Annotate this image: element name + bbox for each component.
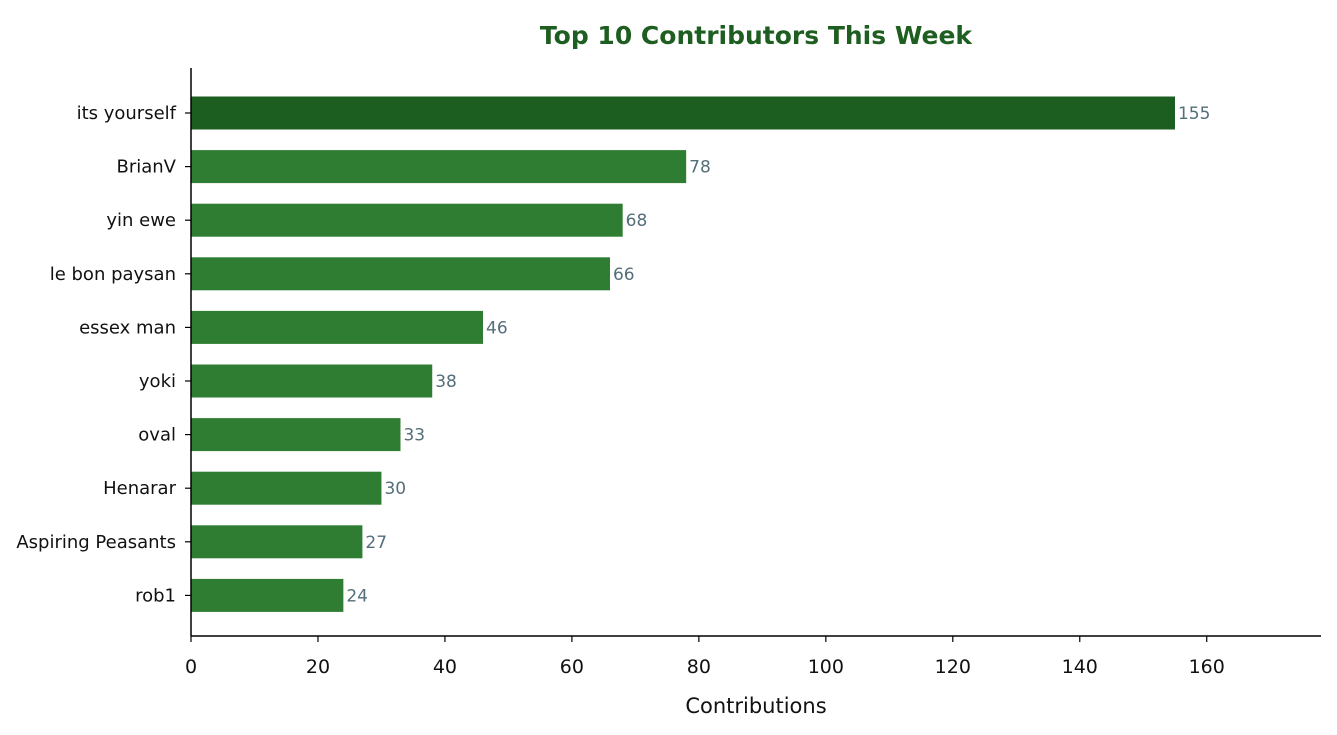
bar-0 [191,96,1175,130]
bar-9 [191,578,344,612]
bar-value-label-4: 46 [486,318,508,338]
category-label-6: oval [138,425,176,446]
category-label-4: essex man [79,317,176,338]
x-tick-label-3: 60 [560,656,584,678]
category-label-5: yoki [139,371,176,392]
bar-value-label-7: 30 [384,479,406,499]
category-label-9: rob1 [135,585,176,606]
category-label-0: its yourself [77,103,177,124]
bar-value-label-1: 78 [689,158,711,178]
x-tick-label-7: 140 [1062,656,1098,678]
x-tick-label-5: 100 [808,656,844,678]
bar-5 [191,364,433,398]
category-label-1: BrianV [116,157,176,178]
x-tick-label-6: 120 [935,656,971,678]
x-tick-label-4: 80 [687,656,711,678]
bar-value-label-6: 33 [403,426,425,446]
category-label-8: Aspiring Peasants [16,532,176,553]
chart-title: Top 10 Contributors This Week [540,21,974,50]
bar-value-label-2: 68 [626,211,648,231]
x-tick-label-1: 20 [306,656,330,678]
bar-1 [191,150,687,184]
bar-value-label-8: 27 [365,533,387,553]
category-label-7: Henarar [103,478,176,499]
bar-value-label-3: 66 [613,265,635,285]
bar-6 [191,418,401,452]
bar-4 [191,310,484,344]
x-axis-title: Contributions [685,694,826,718]
value-labels-group: 155 78 68 66 46 38 33 30 27 24 [346,104,1210,606]
bar-7 [191,471,382,505]
x-ticks-group: 0 20 40 60 80 100 120 140 160 [185,112,1225,678]
bar-3 [191,257,610,291]
category-label-3: le bon paysan [50,264,176,285]
x-tick-label-2: 40 [433,656,457,678]
category-labels-group: its yourself BrianV yin ewe le bon paysan es… [16,103,176,606]
category-label-2: yin ewe [106,210,176,231]
bar-8 [191,525,363,559]
bar-value-label-5: 38 [435,372,457,392]
x-tick-label-0: 0 [185,656,197,678]
bar-value-label-0: 155 [1178,104,1210,124]
bar-2 [191,203,623,237]
bar-value-label-9: 24 [346,586,368,606]
bars-group [191,96,1175,612]
x-tick-label-8: 160 [1189,656,1225,678]
